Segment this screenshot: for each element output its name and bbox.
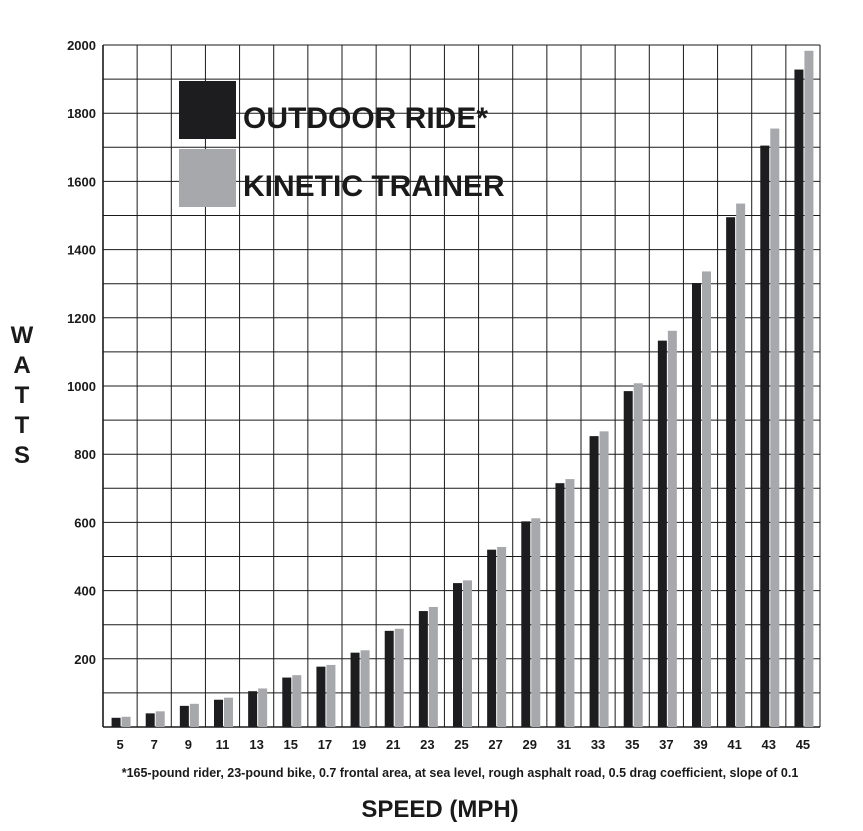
x-tick-label: 19 bbox=[352, 737, 366, 752]
x-tick-label: 31 bbox=[557, 737, 571, 752]
x-tick-label: 23 bbox=[420, 737, 434, 752]
bar-outdoor-ride-29 bbox=[521, 521, 531, 727]
y-axis-label-letter: T bbox=[15, 382, 30, 409]
legend-swatch-kinetic-trainer bbox=[179, 149, 236, 207]
x-tick-label: 13 bbox=[249, 737, 263, 752]
bar-outdoor-ride-45 bbox=[794, 69, 804, 727]
x-tick-label: 21 bbox=[386, 737, 400, 752]
legend-label-kinetic-trainer: KINETIC TRAINER bbox=[243, 170, 505, 203]
bar-outdoor-ride-9 bbox=[179, 705, 189, 727]
y-tick-label: 200 bbox=[74, 652, 96, 667]
y-tick-label: 400 bbox=[74, 584, 96, 599]
x-tick-label: 35 bbox=[625, 737, 639, 752]
bar-outdoor-ride-27 bbox=[487, 549, 497, 727]
bar-outdoor-ride-25 bbox=[453, 583, 462, 727]
x-tick-label: 25 bbox=[454, 737, 468, 752]
bar-kinetic-trainer-5 bbox=[121, 716, 131, 727]
bar-outdoor-ride-23 bbox=[418, 611, 428, 727]
y-tick-label: 1800 bbox=[67, 106, 96, 121]
bar-kinetic-trainer-39 bbox=[702, 271, 711, 727]
bar-kinetic-trainer-43 bbox=[770, 128, 780, 728]
y-tick-label: 600 bbox=[74, 515, 96, 530]
x-tick-label: 37 bbox=[659, 737, 673, 752]
footnote: *165-pound rider, 23-pound bike, 0.7 fro… bbox=[122, 766, 799, 780]
bar-kinetic-trainer-17 bbox=[326, 664, 336, 727]
legend: OUTDOOR RIDE* KINETIC TRAINER bbox=[179, 81, 505, 207]
bar-kinetic-trainer-13 bbox=[258, 688, 268, 727]
bar-outdoor-ride-13 bbox=[248, 691, 258, 727]
y-tick-label: 800 bbox=[74, 447, 96, 462]
y-tick-label: 1200 bbox=[67, 311, 96, 326]
y-tick-label: 2000 bbox=[67, 38, 96, 53]
bar-kinetic-trainer-23 bbox=[428, 606, 438, 727]
bar-outdoor-ride-5 bbox=[111, 717, 121, 727]
y-tick-labels: 200 400 600 800 1000 1200 1400 1600 1800 2000 bbox=[67, 38, 96, 667]
bar-kinetic-trainer-21 bbox=[394, 628, 404, 727]
bar-outdoor-ride-19 bbox=[350, 652, 360, 727]
bar-kinetic-trainer-45 bbox=[804, 50, 814, 728]
x-tick-label: 11 bbox=[216, 737, 230, 752]
x-tick-label: 45 bbox=[796, 737, 810, 752]
bar-kinetic-trainer-37 bbox=[667, 330, 677, 727]
bar-outdoor-ride-35 bbox=[623, 391, 633, 727]
x-axis-label: SPEED (MPH) bbox=[361, 796, 518, 823]
bar-kinetic-trainer-25 bbox=[463, 580, 472, 727]
bar-outdoor-ride-33 bbox=[589, 436, 599, 727]
bar-outdoor-ride-39 bbox=[692, 283, 701, 727]
x-tick-label: 27 bbox=[488, 737, 502, 752]
x-tick-label: 15 bbox=[284, 737, 298, 752]
x-tick-label: 5 bbox=[116, 737, 123, 752]
bar-kinetic-trainer-31 bbox=[565, 479, 575, 727]
bar-kinetic-trainer-27 bbox=[497, 546, 507, 727]
bar-kinetic-trainer-9 bbox=[189, 703, 199, 727]
x-tick-label: 9 bbox=[185, 737, 192, 752]
bar-outdoor-ride-21 bbox=[384, 630, 394, 727]
y-tick-label: 1400 bbox=[67, 243, 96, 258]
legend-label-outdoor-ride: OUTDOOR RIDE* bbox=[243, 102, 488, 135]
x-tick-label: 39 bbox=[693, 737, 707, 752]
bar-outdoor-ride-41 bbox=[726, 217, 736, 727]
bar-kinetic-trainer-29 bbox=[531, 518, 541, 727]
bar-outdoor-ride-7 bbox=[145, 713, 155, 727]
bar-kinetic-trainer-15 bbox=[292, 675, 302, 727]
bar-outdoor-ride-17 bbox=[316, 666, 326, 727]
bar-outdoor-ride-31 bbox=[555, 483, 565, 727]
legend-swatch-outdoor-ride bbox=[179, 81, 236, 139]
bar-outdoor-ride-11 bbox=[214, 699, 223, 727]
x-tick-label: 33 bbox=[591, 737, 605, 752]
y-axis-label-letter: T bbox=[15, 412, 30, 439]
bar-outdoor-ride-15 bbox=[282, 677, 292, 727]
bar-kinetic-trainer-41 bbox=[736, 203, 746, 727]
x-tick-label: 41 bbox=[727, 737, 741, 752]
x-tick-label: 17 bbox=[318, 737, 332, 752]
bar-kinetic-trainer-19 bbox=[360, 650, 370, 727]
bar-kinetic-trainer-7 bbox=[155, 711, 165, 727]
bar-kinetic-trainer-35 bbox=[633, 383, 643, 727]
y-tick-label: 1000 bbox=[67, 379, 96, 394]
y-axis-label-letter: A bbox=[13, 352, 30, 379]
bars bbox=[111, 50, 814, 728]
y-axis-label-letter: W bbox=[11, 322, 34, 349]
bar-outdoor-ride-37 bbox=[657, 340, 667, 727]
bar-kinetic-trainer-11 bbox=[224, 697, 233, 727]
x-tick-label: 43 bbox=[762, 737, 776, 752]
x-tick-label: 7 bbox=[151, 737, 158, 752]
x-tick-labels: 5 7 9 11 13 15 17 19 21 23 25 27 29 31 33 35 37 39 41 43 45 bbox=[116, 737, 810, 752]
y-axis-label-letter: S bbox=[14, 442, 30, 469]
y-tick-label: 1600 bbox=[67, 174, 96, 189]
bar-outdoor-ride-43 bbox=[760, 145, 770, 728]
bar-kinetic-trainer-33 bbox=[599, 431, 609, 727]
x-tick-label: 29 bbox=[523, 737, 537, 752]
